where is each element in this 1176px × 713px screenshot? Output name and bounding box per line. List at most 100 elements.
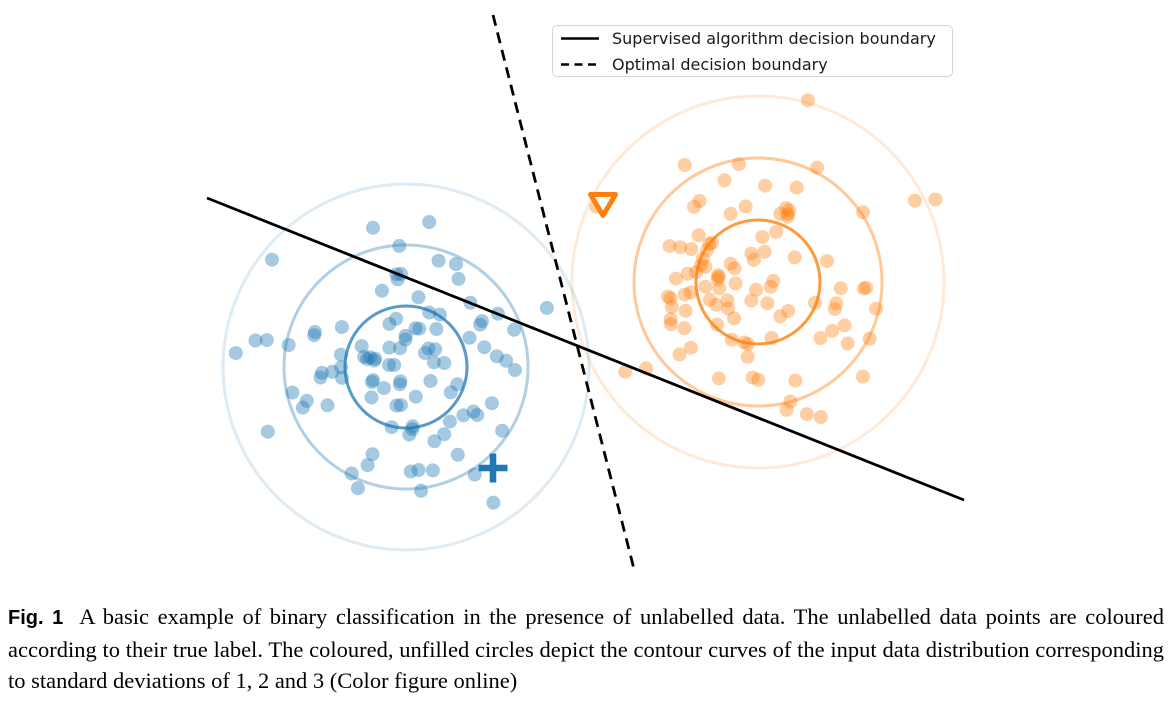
data-point <box>749 282 763 297</box>
data-point <box>462 330 477 345</box>
data-point <box>467 467 482 482</box>
data-point <box>495 423 510 438</box>
data-point <box>691 228 706 243</box>
data-point <box>412 321 427 336</box>
data-point <box>869 301 884 316</box>
data-point <box>783 394 798 409</box>
data-point <box>431 253 446 268</box>
data-point <box>728 276 743 291</box>
data-point <box>281 338 296 352</box>
data-point <box>683 285 698 300</box>
class-2-orange-contour-1sd <box>694 218 822 346</box>
data-point <box>320 398 335 413</box>
data-point <box>539 300 554 315</box>
solid-line-icon <box>561 36 599 40</box>
data-point <box>451 271 466 286</box>
data-point <box>437 427 452 442</box>
data-point <box>427 434 442 449</box>
data-point <box>720 293 735 308</box>
legend-item-supervised: Supervised algorithm decision boundary <box>561 28 944 49</box>
data-point <box>325 364 340 379</box>
data-point <box>709 297 724 312</box>
data-point <box>365 447 380 462</box>
data-point <box>723 206 738 221</box>
scatter-plot <box>206 14 965 574</box>
data-point <box>810 160 825 175</box>
data-point <box>855 369 870 384</box>
data-point <box>799 407 814 422</box>
data-point <box>781 304 796 318</box>
data-point <box>426 355 441 370</box>
data-point <box>744 246 759 261</box>
data-point <box>366 373 380 388</box>
data-point <box>228 346 243 361</box>
data-point <box>466 404 481 419</box>
data-point <box>727 261 742 276</box>
data-point <box>387 358 402 372</box>
data-point <box>376 381 391 396</box>
data-point <box>366 220 380 235</box>
data-point <box>299 393 314 408</box>
data-point <box>702 292 717 307</box>
data-point <box>456 408 471 423</box>
data-point <box>680 266 695 281</box>
data-point <box>428 342 443 357</box>
data-point <box>259 333 274 348</box>
optimal-decision-boundary <box>491 14 637 574</box>
data-point <box>856 281 871 296</box>
data-point <box>780 209 795 224</box>
data-point <box>408 321 423 336</box>
data-point <box>677 321 692 336</box>
data-point <box>398 332 413 347</box>
data-point <box>507 322 522 337</box>
data-point <box>357 349 372 364</box>
data-point <box>787 250 802 265</box>
data-point <box>711 371 726 386</box>
data-point <box>363 350 378 365</box>
data-point <box>374 283 389 298</box>
data-point <box>820 254 835 269</box>
data-point <box>477 340 492 355</box>
data-point <box>751 372 766 387</box>
data-point <box>773 206 788 221</box>
data-point <box>673 240 688 255</box>
dashed-line-icon <box>561 62 599 66</box>
data-point <box>392 377 407 392</box>
data-point <box>285 385 300 400</box>
data-point <box>382 358 396 372</box>
data-point <box>392 238 407 253</box>
data-point <box>437 356 452 370</box>
data-point <box>711 268 725 283</box>
data-point <box>755 230 770 244</box>
data-point <box>402 427 417 442</box>
classification-plot: Supervised algorithm decision boundary O… <box>206 14 965 574</box>
data-point <box>710 272 725 287</box>
class-1-blue-contour-2sd <box>282 243 530 491</box>
data-point <box>779 402 794 417</box>
data-point <box>763 279 778 294</box>
data-point <box>450 447 465 462</box>
data-point <box>801 93 815 108</box>
data-point <box>486 495 501 510</box>
data-point <box>698 259 713 274</box>
data-point <box>507 363 522 377</box>
data-point <box>684 242 699 257</box>
data-point <box>248 333 263 348</box>
data-point <box>403 464 418 479</box>
data-point <box>738 199 753 214</box>
data-point <box>717 173 732 188</box>
data-point <box>766 273 781 288</box>
data-point <box>474 314 489 329</box>
data-point <box>368 351 383 366</box>
figure-caption-text: A basic example of binary classification… <box>8 604 1164 693</box>
data-point <box>773 309 788 324</box>
data-point <box>360 352 375 366</box>
data-point <box>740 349 755 364</box>
data-point <box>314 365 329 380</box>
data-point <box>829 296 844 311</box>
data-point <box>760 296 775 311</box>
data-point <box>731 157 746 172</box>
data-point <box>425 463 440 478</box>
